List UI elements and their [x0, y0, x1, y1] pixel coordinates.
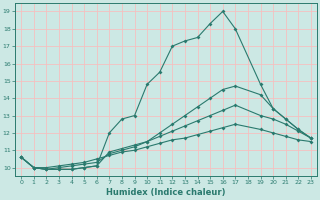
X-axis label: Humidex (Indice chaleur): Humidex (Indice chaleur) — [106, 188, 226, 197]
